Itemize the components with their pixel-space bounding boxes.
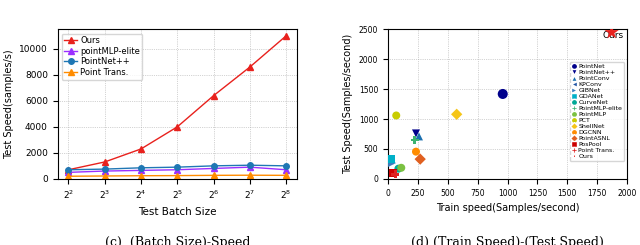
- Ours: [137, 147, 145, 150]
- Y-axis label: Test Speed(Samples/second): Test Speed(Samples/second): [343, 34, 353, 174]
- Point: [390, 172, 401, 176]
- pointMLP-elite: [173, 168, 181, 171]
- Text: Ours: Ours: [602, 31, 623, 40]
- Point Trans.: [101, 174, 109, 177]
- Line: Point Trans.: Point Trans.: [66, 172, 289, 179]
- Point Trans.: [65, 175, 72, 178]
- pointMLP-elite: [101, 170, 109, 172]
- Ours: [282, 35, 290, 37]
- Point: [414, 135, 424, 138]
- Point: [411, 150, 421, 154]
- Point Trans.: [137, 174, 145, 177]
- Y-axis label: Test Speed(samples/s): Test Speed(samples/s): [4, 49, 13, 159]
- Line: PointNet++: PointNet++: [66, 162, 289, 172]
- pointMLP-elite: [246, 166, 253, 169]
- Ours: [210, 94, 218, 97]
- pointMLP-elite: [65, 171, 72, 174]
- PointNet++: [65, 168, 72, 171]
- PointNet++: [282, 164, 290, 167]
- PointNet++: [101, 168, 109, 171]
- Point: [388, 171, 398, 175]
- pointMLP-elite: [282, 168, 290, 171]
- X-axis label: Train speed(Samples/second): Train speed(Samples/second): [436, 203, 579, 213]
- Point Trans.: [282, 174, 290, 177]
- Ours: [246, 66, 253, 69]
- Point: [410, 138, 420, 142]
- Point: [607, 30, 617, 34]
- pointMLP-elite: [137, 169, 145, 172]
- Point: [385, 157, 396, 161]
- Line: Ours: Ours: [66, 33, 289, 172]
- Point: [384, 158, 394, 162]
- Ours: [101, 160, 109, 163]
- X-axis label: Test Batch Size: Test Batch Size: [138, 207, 216, 217]
- Point: [411, 132, 421, 135]
- Ours: [65, 168, 72, 171]
- Point Trans.: [210, 174, 218, 177]
- PointNet++: [137, 166, 145, 169]
- Legend: PointNet, PointNet++, PointConv, KPConv, GIBNet, GDANet, CurveNet, PointMLP-elit: PointNet, PointNet++, PointConv, KPConv,…: [570, 62, 624, 161]
- Line: pointMLP-elite: pointMLP-elite: [66, 164, 289, 175]
- pointMLP-elite: [210, 167, 218, 170]
- PointNet++: [210, 164, 218, 167]
- Point: [498, 92, 508, 96]
- PointNet++: [173, 166, 181, 169]
- Legend: Ours, pointMLP-elite, PointNet++, Point Trans.: Ours, pointMLP-elite, PointNet++, Point …: [62, 34, 143, 80]
- Point: [394, 167, 404, 171]
- Ours: [173, 125, 181, 128]
- Point: [387, 161, 397, 165]
- Point: [391, 113, 401, 117]
- Point Trans.: [173, 174, 181, 177]
- Point: [396, 166, 406, 170]
- Text: (d) (Train Speed)-(Test Speed): (d) (Train Speed)-(Test Speed): [411, 236, 604, 245]
- Text: (c)  (Batch Size)-Speed: (c) (Batch Size)-Speed: [104, 236, 250, 245]
- Point: [452, 112, 462, 116]
- Point Trans.: [246, 174, 253, 177]
- PointNet++: [246, 164, 253, 167]
- Point: [415, 157, 426, 161]
